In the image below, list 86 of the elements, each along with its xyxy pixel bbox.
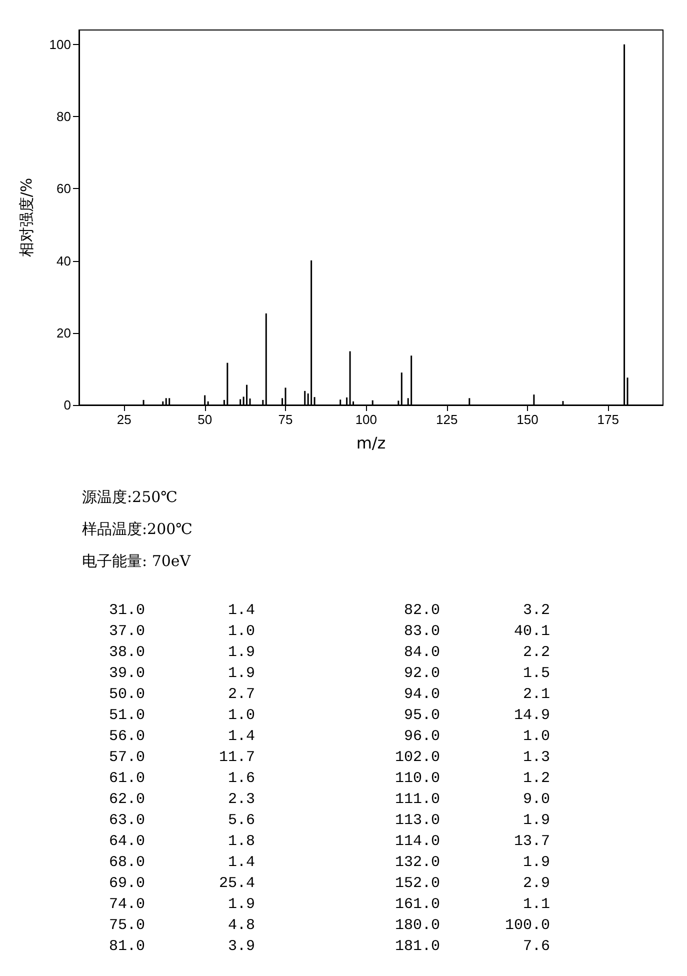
- data-label: 1.4: [226, 854, 255, 873]
- data-label: 13.7: [512, 833, 550, 852]
- category-label: 161.0: [394, 896, 440, 915]
- data-label: 40.1: [512, 623, 550, 642]
- category-label: 31.0: [108, 602, 145, 621]
- x-tick-label: 125: [436, 412, 458, 427]
- category-label: 62.0: [108, 791, 145, 810]
- category-label: 68.0: [108, 854, 145, 873]
- data-label: 1.4: [226, 728, 255, 747]
- x-tick-label: 75: [278, 412, 293, 427]
- x-tick-label: 25: [116, 412, 132, 427]
- category-label: 39.0: [108, 665, 145, 684]
- data-label: 1.9: [522, 812, 550, 831]
- category-label: 92.0: [402, 665, 440, 684]
- data-label: 1.5: [522, 665, 550, 684]
- category-label: 152.0: [394, 875, 440, 894]
- data-label: 4.8: [226, 917, 255, 936]
- data-label: 1.3: [522, 749, 550, 768]
- category-label: 180.0: [394, 917, 440, 936]
- category-label: 94.0: [402, 686, 440, 705]
- data-label: 1.1: [522, 896, 550, 915]
- data-label: 1.9: [226, 896, 255, 915]
- data-label: 1.0: [226, 623, 255, 642]
- category-label: 63.0: [108, 812, 145, 831]
- data-label: 25.4: [218, 875, 255, 894]
- category-label: 38.0: [108, 644, 145, 663]
- category-label: 75.0: [108, 917, 145, 936]
- data-label: 3.9: [226, 938, 255, 957]
- data-label: 2.3: [226, 791, 255, 810]
- category-label: 82.0: [402, 602, 440, 621]
- data-label: 7.6: [522, 938, 550, 957]
- data-label: 1.8: [226, 833, 255, 852]
- category-label: 69.0: [108, 875, 145, 894]
- data-label: 1.0: [226, 707, 255, 726]
- text: 源温度:250℃: [82, 488, 178, 508]
- x-tick-label: 150: [516, 412, 538, 427]
- data-label: 14.9: [512, 707, 550, 726]
- data-label: 5.6: [226, 812, 255, 831]
- category-label: 50.0: [108, 686, 145, 705]
- y-tick-label: 80: [56, 109, 71, 124]
- x-tick-label: 100: [355, 412, 378, 427]
- data-label: 2.2: [522, 644, 550, 663]
- category-label: 114.0: [394, 833, 440, 852]
- category-label: 81.0: [108, 938, 145, 957]
- category-label: 56.0: [108, 728, 145, 747]
- text: 样品温度:200℃: [82, 520, 194, 540]
- category-label: 113.0: [394, 812, 440, 831]
- data-label: 3.2: [522, 602, 550, 621]
- data-label: 100.0: [504, 917, 550, 936]
- category-label: 181.0: [394, 938, 440, 957]
- category-label: 37.0: [108, 623, 145, 642]
- data-label: 2.1: [522, 686, 550, 705]
- x-axis-title: m/z: [356, 434, 386, 452]
- x-tick-label: 175: [597, 412, 619, 427]
- data-label: 1.0: [522, 728, 550, 747]
- category-label: 111.0: [394, 791, 440, 810]
- y-tick-label: 40: [56, 253, 71, 268]
- category-label: 61.0: [108, 770, 145, 789]
- data-label: 1.9: [226, 644, 255, 663]
- category-label: 110.0: [394, 770, 440, 789]
- y-tick-label: 100: [49, 36, 71, 52]
- category-label: 57.0: [108, 749, 145, 768]
- category-label: 83.0: [402, 623, 440, 642]
- data-label: 1.2: [522, 770, 550, 789]
- category-label: 84.0: [402, 644, 440, 663]
- data-label: 1.4: [226, 602, 255, 621]
- data-label: 11.7: [218, 749, 255, 768]
- y-tick-label: 60: [56, 181, 71, 196]
- data-label: 2.7: [226, 686, 255, 705]
- data-label: 2.9: [522, 875, 550, 894]
- data-label: 1.9: [522, 854, 550, 873]
- category-label: 102.0: [394, 749, 440, 768]
- data-label: 1.9: [226, 665, 255, 684]
- text: 电子能量: 70eV: [82, 552, 192, 572]
- category-label: 95.0: [402, 707, 440, 726]
- category-label: 96.0: [402, 728, 440, 747]
- data-label: 1.6: [226, 770, 255, 789]
- y-axis-title: 相对强度/%: [18, 178, 36, 258]
- category-label: 64.0: [108, 833, 145, 852]
- y-tick-label: 0: [64, 398, 71, 412]
- category-label: 74.0: [108, 896, 145, 915]
- category-label: 51.0: [108, 707, 145, 726]
- category-label: 132.0: [394, 854, 440, 873]
- y-tick-label: 20: [56, 325, 71, 340]
- data-label: 9.0: [522, 791, 550, 810]
- x-tick-label: 50: [198, 412, 212, 427]
